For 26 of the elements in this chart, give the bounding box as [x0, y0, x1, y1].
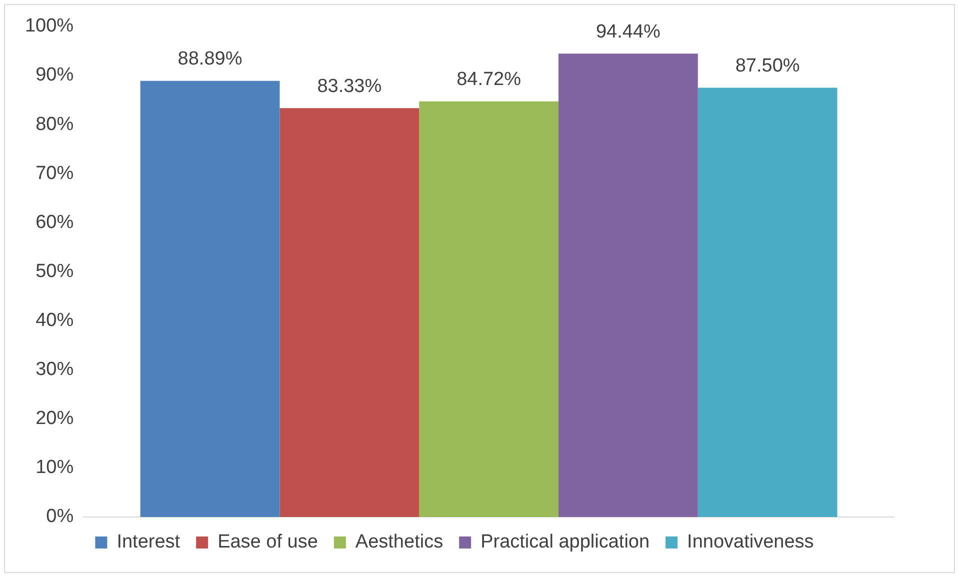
y-tick-label: 100%: [24, 16, 74, 37]
data-label: 84.72%: [456, 69, 522, 90]
y-tick-label: 40%: [36, 310, 74, 331]
y-tick-label: 90%: [36, 64, 74, 86]
data-label: 83.33%: [317, 76, 382, 97]
y-tick-label: 20%: [36, 408, 74, 430]
legend-label: Innovativeness: [687, 532, 814, 553]
legend-label: Interest: [116, 532, 181, 553]
y-tick-label: 50%: [36, 260, 74, 282]
legend-label: Aesthetics: [355, 532, 444, 553]
bar: [140, 80, 280, 517]
bar: [558, 54, 698, 517]
y-tick-label: 0%: [46, 506, 74, 528]
bar: [280, 108, 420, 517]
data-label: 88.89%: [178, 48, 242, 70]
y-tick-label: 80%: [36, 114, 74, 135]
bar: [419, 101, 558, 517]
bar: [698, 88, 838, 517]
y-tick-label: 60%: [36, 212, 74, 233]
y-tick-label: 10%: [36, 457, 74, 478]
y-tick-label: 70%: [36, 162, 74, 184]
data-label: 94.44%: [596, 21, 661, 42]
y-tick-label: 30%: [36, 359, 74, 380]
legend-label: Ease of use: [218, 532, 318, 553]
legend-label: Practical application: [480, 532, 650, 553]
data-label: 87.50%: [735, 55, 800, 76]
